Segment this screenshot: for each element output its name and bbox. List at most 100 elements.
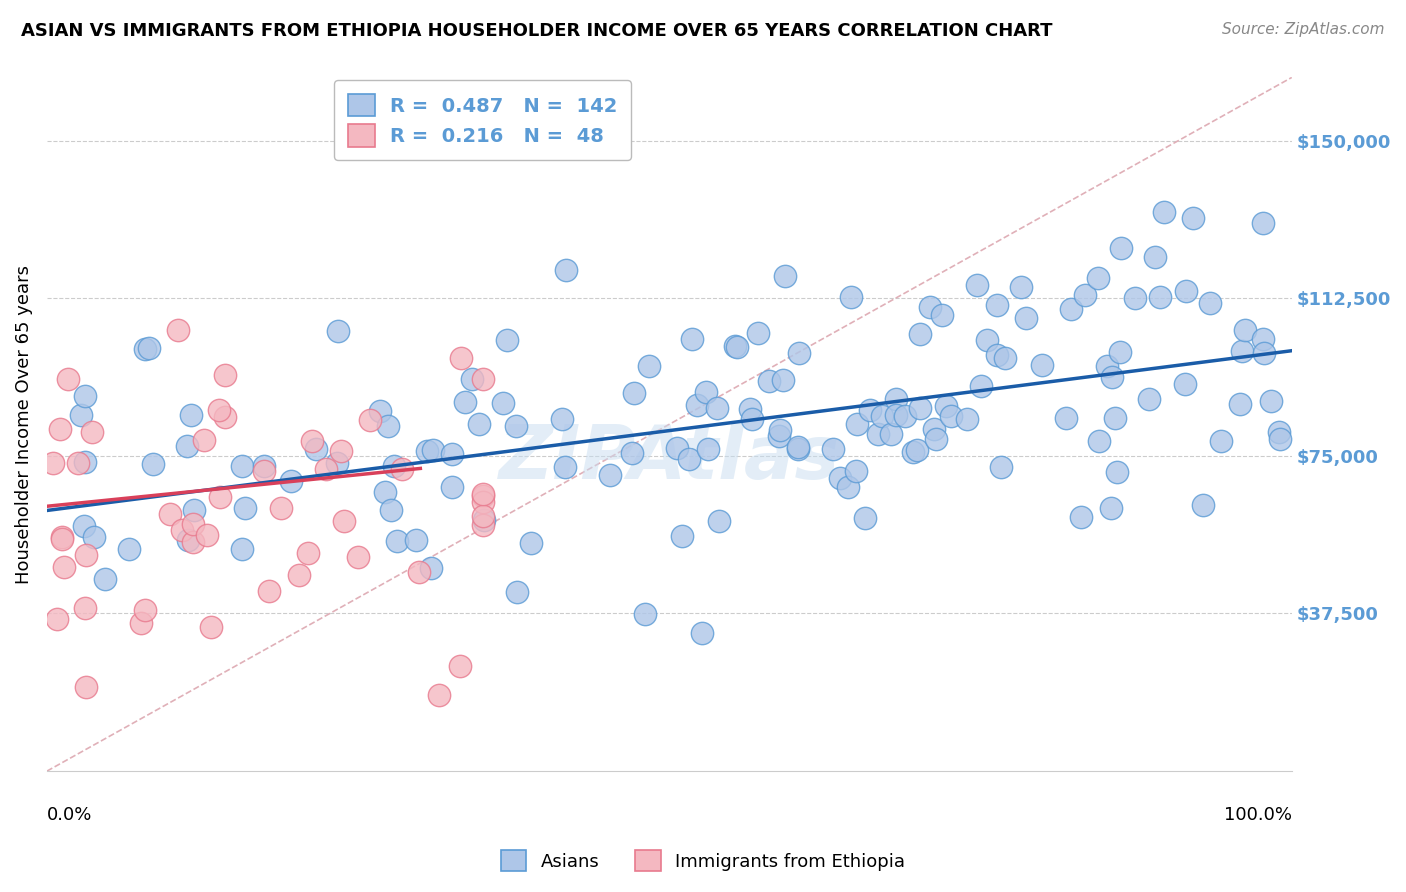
Point [214, 410, 236, 425]
Point [368, 404, 391, 418]
Point [195, 528, 218, 542]
Point [690, 626, 713, 640]
Point [183, 503, 205, 517]
Point [129, 616, 152, 631]
Point [181, 516, 204, 531]
Point [1105, 465, 1128, 479]
Point [118, 541, 141, 556]
Point [773, 269, 796, 284]
Point [200, 620, 222, 634]
Point [970, 379, 993, 393]
Point [695, 384, 717, 399]
Point [1123, 291, 1146, 305]
Point [1087, 271, 1109, 285]
Point [252, 464, 274, 478]
Point [787, 440, 810, 454]
Point [918, 300, 941, 314]
Point [326, 456, 349, 470]
Point [1234, 323, 1257, 337]
Point [42, 457, 65, 471]
Point [193, 433, 215, 447]
Point [177, 533, 200, 547]
Point [82, 425, 104, 439]
Point [880, 426, 903, 441]
Point [75, 455, 97, 469]
Point [270, 501, 292, 516]
Point [1015, 311, 1038, 326]
Point [83, 530, 105, 544]
Point [94, 572, 117, 586]
Y-axis label: Householder Income Over 65 years: Householder Income Over 65 years [15, 265, 32, 583]
Point [408, 565, 430, 579]
Point [1268, 425, 1291, 439]
Point [1099, 501, 1122, 516]
Point [449, 659, 471, 673]
Point [621, 445, 644, 459]
Point [924, 432, 946, 446]
Point [180, 408, 202, 422]
Point [821, 442, 844, 456]
Point [884, 392, 907, 406]
Point [461, 372, 484, 386]
Point [167, 323, 190, 337]
Point [1087, 434, 1109, 448]
Point [709, 514, 731, 528]
Point [170, 523, 193, 537]
Point [51, 532, 73, 546]
Point [75, 680, 97, 694]
Point [471, 509, 494, 524]
Point [138, 341, 160, 355]
Point [1192, 498, 1215, 512]
Text: ASIAN VS IMMIGRANTS FROM ETHIOPIA HOUSEHOLDER INCOME OVER 65 YEARS CORRELATION C: ASIAN VS IMMIGRANTS FROM ETHIOPIA HOUSEH… [21, 22, 1053, 40]
Point [901, 444, 924, 458]
Point [1054, 410, 1077, 425]
Point [66, 456, 89, 470]
Point [297, 546, 319, 560]
Point [181, 535, 204, 549]
Point [837, 480, 859, 494]
Point [956, 411, 979, 425]
Point [73, 518, 96, 533]
Point [374, 484, 396, 499]
Point [706, 401, 728, 416]
Point [468, 417, 491, 431]
Point [1198, 296, 1220, 310]
Point [405, 533, 427, 548]
Point [454, 395, 477, 409]
Point [391, 462, 413, 476]
Text: ZIPAtlas: ZIPAtlas [499, 423, 839, 495]
Point [330, 443, 353, 458]
Point [1253, 332, 1275, 346]
Point [450, 351, 472, 365]
Legend: Asians, Immigrants from Ethiopia: Asians, Immigrants from Ethiopia [494, 843, 912, 879]
Point [231, 459, 253, 474]
Point [359, 413, 381, 427]
Point [1251, 216, 1274, 230]
Point [231, 542, 253, 557]
Point [772, 373, 794, 387]
Legend: R =  0.487   N =  142, R =  0.216   N =  48: R = 0.487 N = 142, R = 0.216 N = 48 [333, 80, 631, 161]
Point [941, 409, 963, 424]
Point [551, 411, 574, 425]
Point [257, 584, 280, 599]
Point [922, 421, 945, 435]
Point [839, 290, 862, 304]
Point [786, 442, 808, 456]
Point [385, 534, 408, 549]
Point [666, 442, 689, 456]
Point [214, 368, 236, 382]
Point [75, 600, 97, 615]
Point [471, 489, 494, 503]
Point [845, 464, 868, 478]
Text: 0.0%: 0.0% [46, 805, 93, 824]
Point [1143, 250, 1166, 264]
Point [495, 333, 517, 347]
Point [505, 419, 527, 434]
Point [427, 689, 450, 703]
Point [1149, 290, 1171, 304]
Point [555, 263, 578, 277]
Point [208, 403, 231, 417]
Point [1270, 432, 1292, 446]
Point [326, 324, 349, 338]
Point [986, 348, 1008, 362]
